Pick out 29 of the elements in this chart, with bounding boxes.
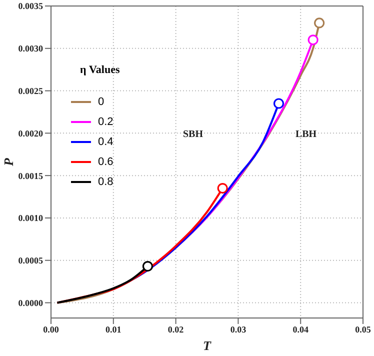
x-tick-label: 0.05 <box>355 324 372 334</box>
annotation: LBH <box>295 129 317 140</box>
x-axis-title: T <box>203 338 212 353</box>
y-tick-label: 0.0015 <box>18 170 44 181</box>
y-tick-label: 0.0025 <box>18 86 44 96</box>
y-tick-label: 0.0005 <box>18 256 44 266</box>
point <box>308 34 318 46</box>
point <box>217 182 228 194</box>
legend-title: η Values <box>80 64 121 76</box>
legend-label: 0.4 <box>98 136 114 148</box>
x-tick-label: 0.00 <box>43 324 60 334</box>
annotation: SBH <box>182 129 204 140</box>
y-tick-label: 0.0030 <box>18 44 44 54</box>
y-tick-label: 0.0010 <box>18 213 44 224</box>
y-tick-label: 0.0000 <box>18 298 44 308</box>
y-tick-label: 0.0020 <box>18 128 44 138</box>
y-tick-label: 0.0035 <box>18 1 44 12</box>
x-tick-label: 0.03 <box>230 324 247 334</box>
x-tick-label: 0.02 <box>168 324 184 334</box>
legend-label: 0.8 <box>98 176 114 188</box>
y-axis-title: P <box>1 156 16 166</box>
point <box>273 98 284 109</box>
point <box>314 18 325 28</box>
point <box>142 260 154 272</box>
x-tick-label: 0.01 <box>106 324 122 334</box>
legend-label: 0 <box>98 96 104 108</box>
legend-label: 0.6 <box>98 156 114 168</box>
legend-label: 0.2 <box>98 116 114 128</box>
x-tick-label: 0.04 <box>292 324 309 334</box>
